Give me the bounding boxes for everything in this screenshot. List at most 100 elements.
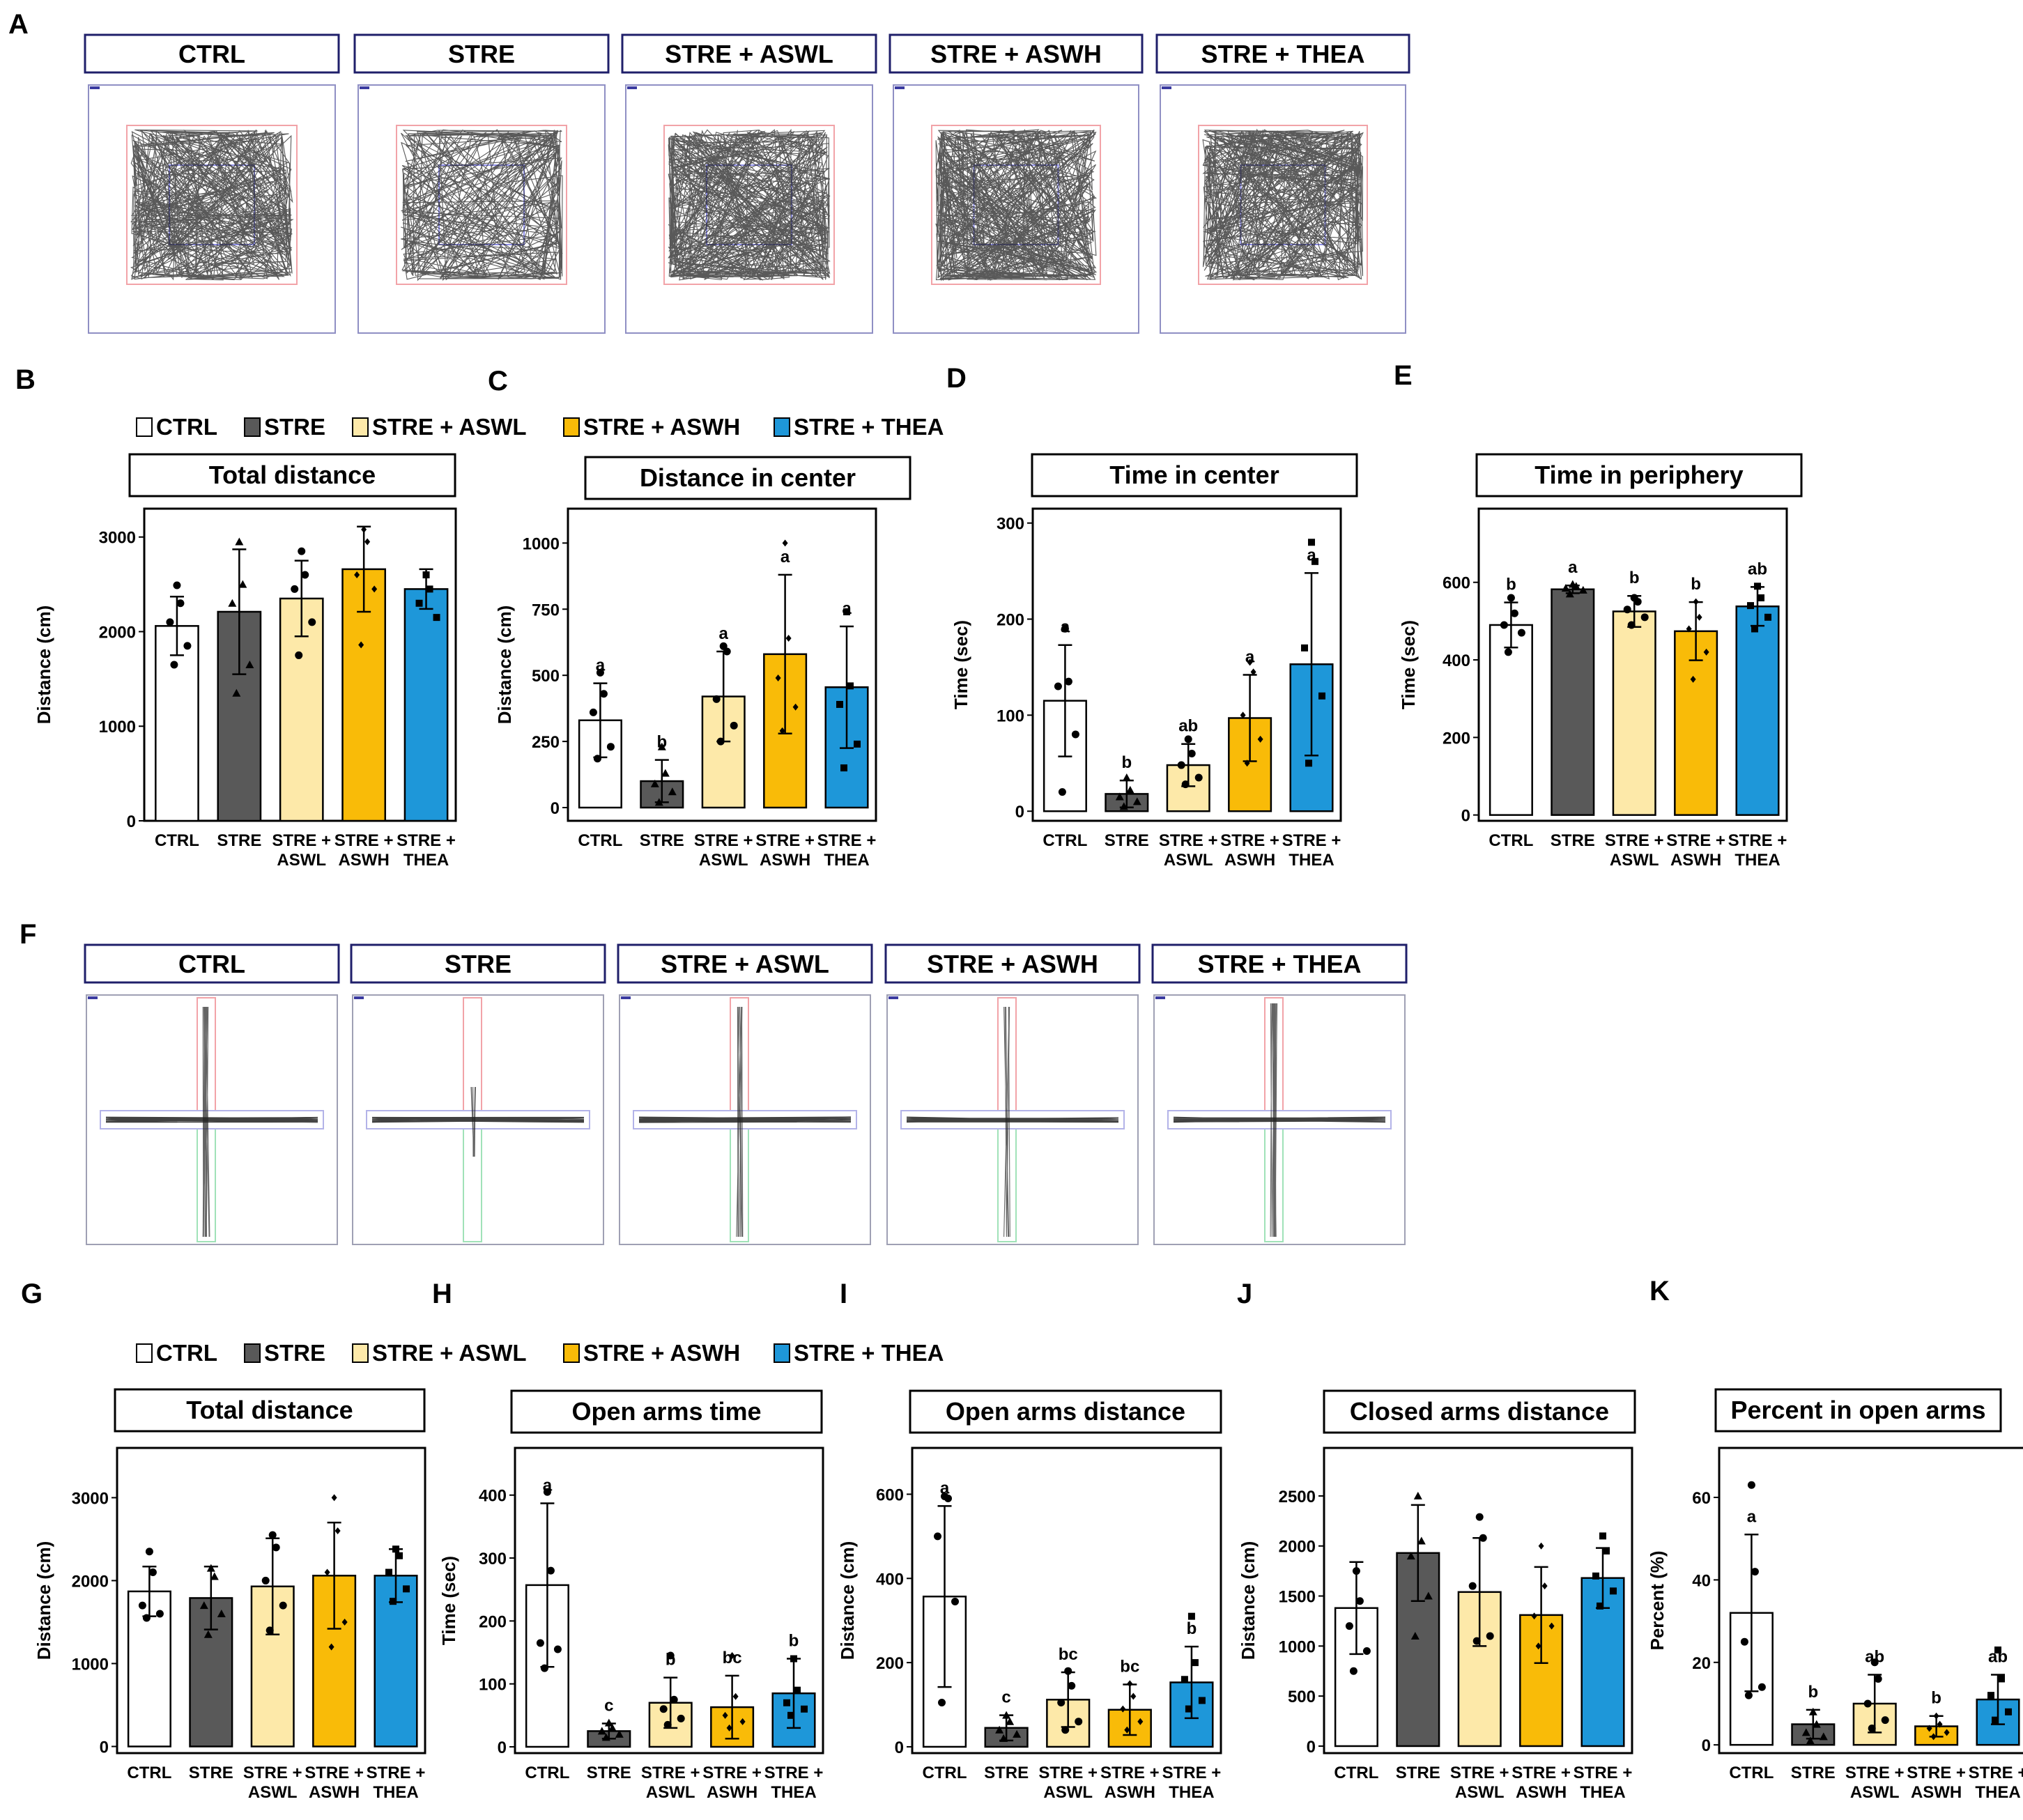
y-tick-label: 0: [498, 1738, 507, 1757]
data-point: [298, 547, 306, 555]
data-point: [944, 1494, 953, 1502]
data-point: [1424, 1591, 1433, 1600]
data-point: [331, 1494, 337, 1502]
data-point: [1944, 1729, 1950, 1736]
data-point: [1468, 1582, 1477, 1590]
x-tick-label: STRE: [1396, 1764, 1440, 1782]
significance-letter: ab: [1988, 1648, 2008, 1667]
significance-letter: b: [1187, 1619, 1197, 1638]
scale-mark: [1155, 996, 1165, 999]
chart-title-box: [1714, 1388, 2002, 1433]
x-tick-label: ASWL: [699, 851, 748, 870]
data-point: [1002, 1711, 1011, 1719]
significance-letter: a: [1307, 546, 1316, 564]
scale-mark: [354, 996, 364, 999]
significance-letter: bc: [1059, 1645, 1078, 1664]
significance-letter: a: [780, 548, 790, 566]
x-tick-label: ASWL: [1455, 1783, 1505, 1802]
x-tick-label: STRE +: [1282, 831, 1341, 850]
data-point: [1410, 1631, 1420, 1640]
significance-letter: a: [842, 599, 852, 618]
x-tick-label: CTRL: [155, 831, 199, 850]
data-point: [938, 1699, 946, 1707]
bar-ctrl: [155, 625, 199, 822]
data-point: [601, 1733, 610, 1741]
data-point: [654, 798, 663, 806]
x-tick-label: ASWL: [646, 1783, 695, 1802]
y-tick-label: 3000: [72, 1489, 109, 1508]
data-point: [1345, 1622, 1353, 1630]
data-point: [392, 1545, 400, 1553]
data-point: [792, 703, 799, 711]
x-tick-label: STRE: [984, 1764, 1029, 1782]
y-tick-label: 200: [1443, 729, 1470, 748]
data-point: [661, 769, 670, 777]
open-field-tracks-row: CTRL STRE STRE + ASWL STRE + ASWH STRE + THE…: [84, 33, 1410, 334]
chart-title: Open arms distance: [946, 1397, 1185, 1426]
data-point: [371, 585, 378, 593]
y-axis-label: Distance (cm): [837, 1541, 858, 1660]
y-tick-label: 200: [876, 1654, 904, 1673]
data-point: [1592, 1572, 1600, 1580]
data-point: [1305, 759, 1313, 767]
group-header-label: CTRL: [178, 950, 245, 978]
y-tick-label: 1000: [1279, 1637, 1316, 1656]
data-point: [206, 1564, 215, 1572]
scale-mark: [1162, 86, 1171, 89]
data-point: [1061, 624, 1069, 633]
data-point: [794, 1686, 801, 1694]
data-point: [1599, 1532, 1607, 1540]
data-point: [183, 642, 192, 650]
chart-title-box: [584, 456, 911, 500]
group-header-box: [884, 943, 1141, 984]
data-point: [782, 539, 788, 547]
data-point: [1517, 628, 1525, 637]
group-header-box: [621, 33, 877, 74]
data-point: [730, 721, 738, 730]
x-tick-label: STRE +: [367, 1764, 426, 1782]
legend-swatch: [352, 417, 369, 437]
chart-k: Percent in open arms 0 20 40 60 Percent (%) a C…: [1647, 1388, 2023, 1802]
legend-label: STRE: [264, 1340, 325, 1366]
chart-title: Total distance: [209, 461, 376, 489]
data-point: [341, 1618, 348, 1626]
data-point: [657, 742, 666, 750]
data-point: [787, 1711, 795, 1719]
track-horizontal: [638, 1116, 852, 1123]
data-point: [1693, 598, 1699, 606]
x-tick-label: THEA: [771, 1783, 816, 1802]
x-tick-label: STRE +: [1907, 1764, 1966, 1782]
data-point: [1819, 1732, 1828, 1741]
data-point: [1610, 1587, 1617, 1595]
group-header-box: [350, 943, 606, 984]
significance-letter: bc: [1120, 1658, 1139, 1676]
data-point: [1696, 613, 1702, 621]
chart-title-box: [128, 453, 456, 498]
legend-swatch: [244, 1343, 261, 1363]
data-point: [1413, 1491, 1422, 1499]
panel-label-k: K: [1649, 1276, 1670, 1306]
data-point: [324, 1568, 330, 1576]
data-point: [1180, 1676, 1188, 1683]
arena-border: [663, 125, 835, 285]
scale-mark: [889, 996, 898, 999]
x-tick-label: STRE +: [334, 831, 394, 850]
x-tick-label: THEA: [1580, 1783, 1625, 1802]
data-point: [951, 1598, 960, 1606]
x-tick-label: CTRL: [1043, 831, 1087, 850]
x-tick-label: CTRL: [127, 1764, 171, 1782]
panel-label-i: I: [840, 1279, 847, 1309]
data-point: [1349, 1667, 1357, 1675]
data-point: [1500, 621, 1508, 629]
x-tick-label: ASWL: [248, 1783, 298, 1802]
group-header-box: [353, 33, 610, 74]
data-point: [1998, 1675, 2006, 1683]
data-point: [1486, 1632, 1494, 1640]
data-point: [170, 661, 178, 669]
data-point: [1633, 598, 1642, 606]
data-point: [1747, 1481, 1755, 1489]
significance-letter: a: [1061, 618, 1070, 637]
x-tick-label: CTRL: [1729, 1764, 1774, 1782]
chart-title-box: [114, 1388, 426, 1433]
x-tick-label: ASWL: [1043, 1783, 1093, 1802]
